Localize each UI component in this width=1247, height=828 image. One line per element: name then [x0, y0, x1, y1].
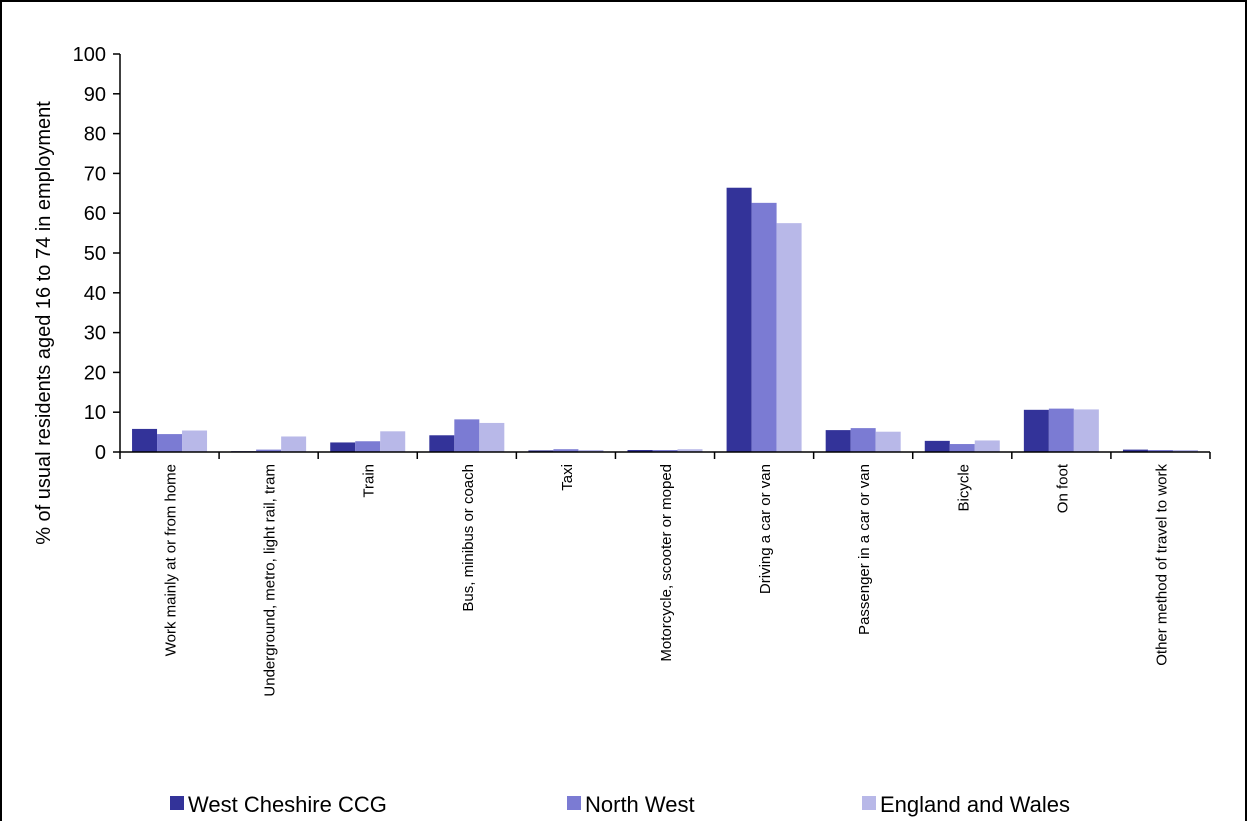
bar-2-4: [578, 450, 604, 452]
y-tick-label: 50: [84, 243, 106, 265]
y-tick-label: 30: [84, 323, 106, 345]
y-tick-label: 70: [84, 163, 106, 185]
y-tick-label: 100: [73, 44, 106, 66]
legend: West Cheshire CCG North West England and W…: [170, 792, 1070, 817]
x-tick-label: Work mainly at or from home: [163, 464, 180, 656]
x-tick-label: Taxi: [559, 464, 576, 491]
x-tick-label: Train: [361, 464, 378, 498]
bar-2-0: [182, 430, 208, 452]
y-tick-label: 20: [84, 362, 106, 384]
bar-2-2: [380, 431, 406, 452]
x-tick-label: Driving a car or van: [757, 464, 774, 594]
bar-0-5: [627, 450, 653, 452]
axes-layer: 0 10 20 30 40 50 60 70 80 90 100: [73, 44, 1211, 464]
y-tick-label: 10: [84, 402, 106, 424]
bar-0-9: [1023, 409, 1049, 452]
bar-2-9: [1073, 409, 1099, 452]
x-tick-label: Underground, metro, light rail, tram: [262, 464, 279, 697]
legend-label: North West: [585, 792, 695, 817]
bar-1-0: [157, 434, 183, 452]
bar-1-6: [751, 202, 777, 452]
bar-1-4: [553, 449, 579, 452]
bar-2-8: [974, 440, 1000, 452]
y-axis-label: % of usual residents aged 16 to 74 in em…: [33, 101, 55, 545]
y-tick-label: 0: [95, 442, 106, 464]
legend-swatch: [862, 796, 876, 810]
bar-2-5: [677, 449, 703, 452]
x-tick-label: Motorcycle, scooter or moped: [658, 464, 675, 662]
bar-1-10: [1147, 450, 1173, 452]
bar-0-2: [330, 442, 356, 452]
x-tick-label: Other method of travel to work: [1153, 464, 1170, 666]
x-tick-label: Bicycle: [955, 464, 972, 512]
y-tick-label: 90: [84, 84, 106, 106]
bar-1-2: [355, 441, 381, 452]
y-tick-label: 80: [84, 124, 106, 146]
bar-0-7: [825, 430, 851, 452]
y-tick-label: 60: [84, 203, 106, 225]
legend-label: West Cheshire CCG: [188, 792, 387, 817]
bar-0-6: [726, 187, 752, 452]
bar-2-1: [281, 436, 307, 452]
x-tick-label: Passenger in a car or van: [856, 464, 873, 635]
bar-0-3: [429, 435, 455, 452]
bar-0-4: [528, 450, 554, 452]
bar-2-7: [875, 431, 901, 452]
bar-2-3: [479, 422, 505, 452]
legend-swatch: [170, 796, 184, 810]
bar-0-10: [1122, 449, 1148, 452]
x-tick-label: Bus, minibus or coach: [460, 464, 477, 612]
x-tick-label: On foot: [1054, 463, 1071, 513]
bar-2-10: [1172, 450, 1198, 452]
legend-label: England and Wales: [880, 792, 1070, 817]
y-tick-label: 40: [84, 283, 106, 305]
x-tick-labels: Work mainly at or from home Underground, …: [163, 463, 1171, 696]
bars-layer: [132, 187, 1198, 452]
bar-0-8: [924, 440, 950, 452]
bar-0-0: [132, 428, 158, 452]
bar-1-3: [454, 419, 480, 452]
bar-2-6: [776, 223, 802, 452]
legend-swatch: [567, 796, 581, 810]
bar-1-5: [652, 450, 678, 452]
bar-1-8: [949, 444, 975, 452]
bar-1-9: [1048, 408, 1074, 452]
bar-1-1: [256, 449, 282, 452]
bar-1-7: [850, 428, 876, 452]
